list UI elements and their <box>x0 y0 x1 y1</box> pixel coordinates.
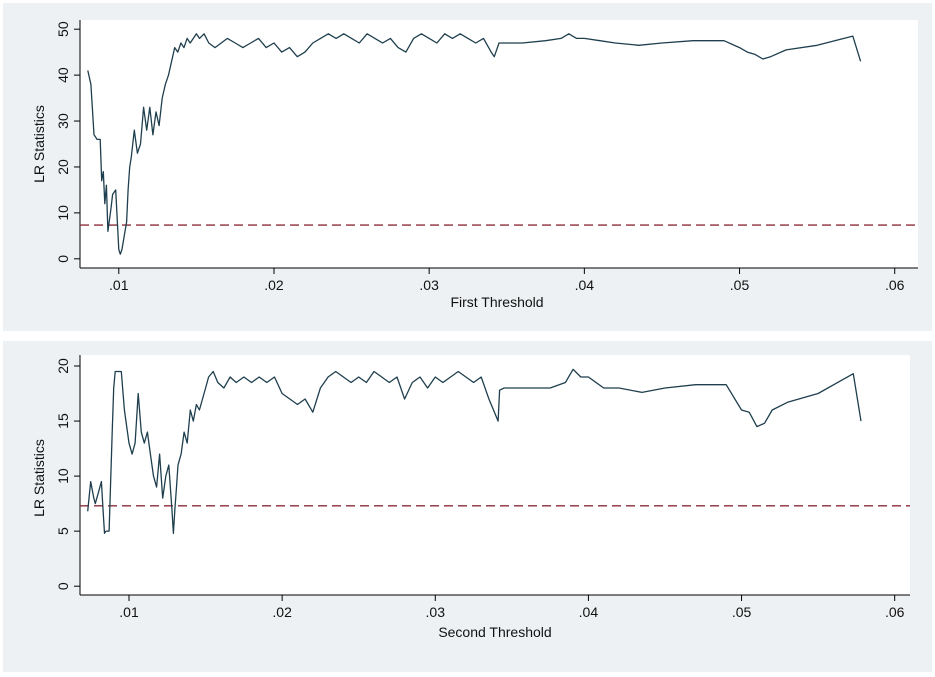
y-tick-label: 30 <box>55 113 71 129</box>
y-tick-label: 50 <box>55 21 71 37</box>
x-tick-label: .06 <box>885 277 905 293</box>
x-tick-label: .01 <box>119 604 139 620</box>
x-tick-label: .03 <box>426 604 446 620</box>
y-tick-label: 40 <box>55 67 71 83</box>
x-tick-label: .01 <box>109 277 129 293</box>
y-axis-title: LR Statistics <box>31 105 47 183</box>
plot-area <box>80 20 918 268</box>
y-tick-label: 10 <box>55 205 71 221</box>
x-tick-label: .02 <box>264 277 284 293</box>
x-tick-label: .05 <box>730 277 750 293</box>
y-tick-label: 5 <box>55 527 71 535</box>
lr-statistic-series-line <box>87 368 862 534</box>
y-tick-label: 20 <box>55 358 71 374</box>
chart-panel-second-threshold: .01 .02 .03 .04 .05 .06 0 5 10 15 20 Second Thresh… <box>3 341 932 672</box>
y-tick-label: 10 <box>55 468 71 484</box>
x-tick-label: .02 <box>272 604 292 620</box>
y-tick-label: 15 <box>55 413 71 429</box>
lr-statistic-series-line <box>87 33 862 255</box>
x-axis-title: Second Threshold <box>438 624 551 640</box>
x-tick-label: .03 <box>419 277 439 293</box>
x-axis-title: First Threshold <box>450 294 543 310</box>
y-tick-label: 0 <box>55 582 71 590</box>
y-tick-label: 0 <box>55 255 71 263</box>
x-tick-label: .04 <box>575 277 595 293</box>
y-tick-label: 20 <box>55 159 71 175</box>
chart-panel-first-threshold: .01 .02 .03 .04 .05 .06 0 10 20 30 40 50 First Thre… <box>3 3 932 331</box>
tick-group: .01 .02 .03 .04 .05 .06 0 10 20 30 40 50 <box>55 21 905 293</box>
x-tick-label: .06 <box>885 604 905 620</box>
x-tick-label: .05 <box>732 604 752 620</box>
tick-group: .01 .02 .03 .04 .05 .06 0 5 10 15 20 <box>55 358 905 620</box>
y-axis-title: LR Statistics <box>31 439 47 517</box>
x-tick-label: .04 <box>579 604 599 620</box>
plot-area <box>80 355 910 595</box>
